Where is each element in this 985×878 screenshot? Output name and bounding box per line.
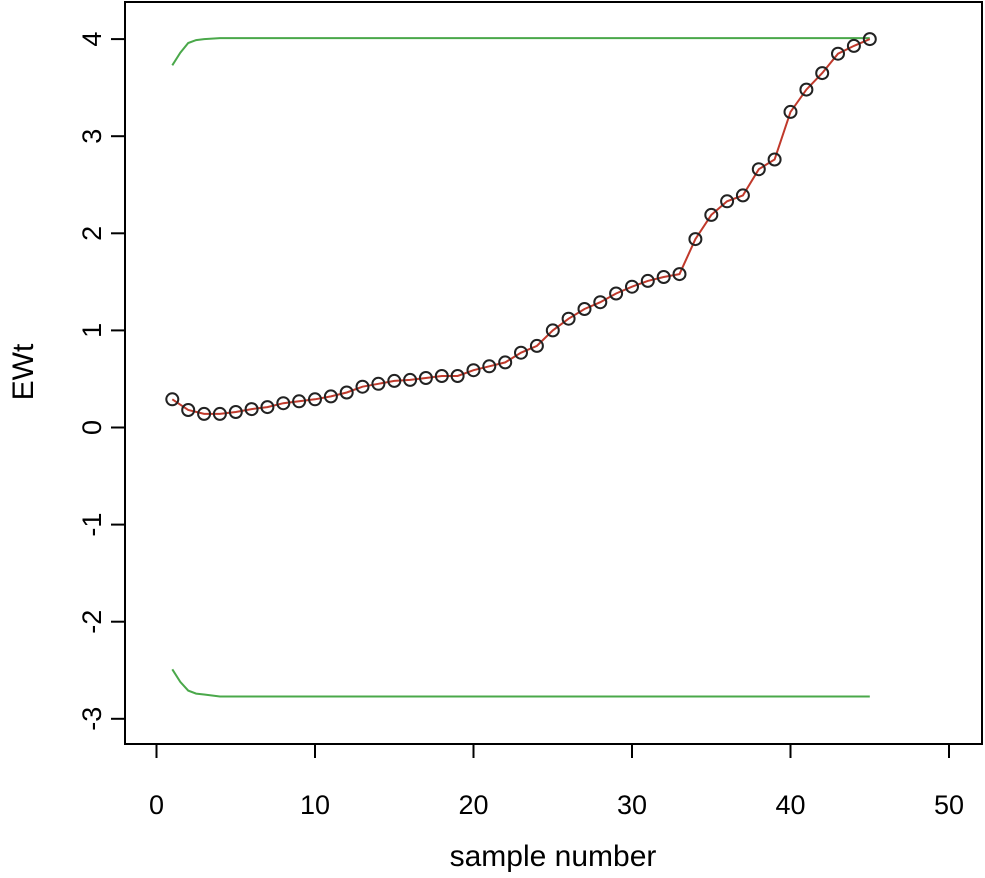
- y-axis-title: EWt: [7, 343, 40, 400]
- data-point: [228, 405, 243, 419]
- data-point: [561, 311, 576, 326]
- data-point: [450, 369, 465, 383]
- data-point: [292, 394, 307, 409]
- fit-line: [171, 38, 871, 415]
- data-point: [514, 345, 528, 360]
- y-tick-label: 1: [77, 323, 107, 338]
- data-point: [704, 207, 719, 222]
- data-point: [260, 400, 275, 415]
- ewt-fit-line: [171, 38, 871, 415]
- x-tick-label: 50: [934, 790, 964, 820]
- y-tick-label: 4: [77, 32, 107, 47]
- control-limits: [171, 37, 870, 698]
- data-point: [735, 188, 750, 203]
- data-point: [498, 355, 513, 370]
- x-tick-label: 0: [149, 790, 164, 820]
- y-tick-label: 0: [77, 420, 107, 435]
- data-point: [593, 295, 608, 310]
- data-point: [625, 279, 639, 294]
- x-tick-label: 30: [617, 790, 647, 820]
- data-point: [545, 323, 560, 338]
- data-point: [529, 338, 544, 353]
- data-point: [181, 403, 196, 417]
- data-point: [577, 302, 592, 316]
- plot-frame: [124, 1, 983, 745]
- data-point: [609, 286, 624, 301]
- lower-limit-line: [171, 668, 870, 698]
- x-axis-title: sample number: [450, 840, 657, 873]
- data-point: [831, 46, 845, 61]
- data-point: [767, 152, 782, 167]
- data-point: [244, 402, 259, 417]
- data-point: [466, 363, 481, 378]
- x-tick-label: 40: [775, 790, 805, 820]
- data-point: [212, 406, 227, 421]
- data-point: [688, 232, 703, 247]
- x-tick-label: 10: [300, 790, 330, 820]
- data-point: [640, 273, 655, 288]
- data-point: [846, 38, 861, 53]
- data-point: [783, 104, 798, 119]
- x-tick-label: 20: [458, 790, 488, 820]
- data-point: [403, 372, 418, 387]
- data-point: [387, 373, 402, 388]
- data-point: [371, 376, 386, 391]
- data-point: [355, 379, 370, 394]
- axes: 0 10 20 30 40 50 -3 -2 -1 0 1 2 3 4: [77, 32, 964, 820]
- data-point: [799, 82, 814, 97]
- data-point: [418, 371, 433, 385]
- data-point: [720, 194, 735, 209]
- data-point: [276, 396, 291, 411]
- data-point: [165, 392, 180, 407]
- data-point: [434, 369, 449, 383]
- y-tick-label: 3: [77, 129, 107, 144]
- data-point: [656, 270, 671, 284]
- data-point: [815, 66, 830, 81]
- data-point: [862, 32, 877, 47]
- y-tick-label: 2: [77, 226, 107, 241]
- data-points: [165, 32, 877, 421]
- y-tick-label: -2: [77, 610, 107, 634]
- y-tick-label: -3: [77, 707, 107, 731]
- data-point: [197, 406, 212, 421]
- data-point: [672, 267, 687, 282]
- upper-limit-line: [171, 37, 870, 66]
- data-point: [751, 162, 766, 177]
- data-point: [339, 385, 354, 400]
- data-point: [308, 392, 322, 407]
- y-tick-label: -1: [77, 513, 107, 537]
- data-point: [323, 389, 338, 404]
- data-point: [482, 359, 497, 374]
